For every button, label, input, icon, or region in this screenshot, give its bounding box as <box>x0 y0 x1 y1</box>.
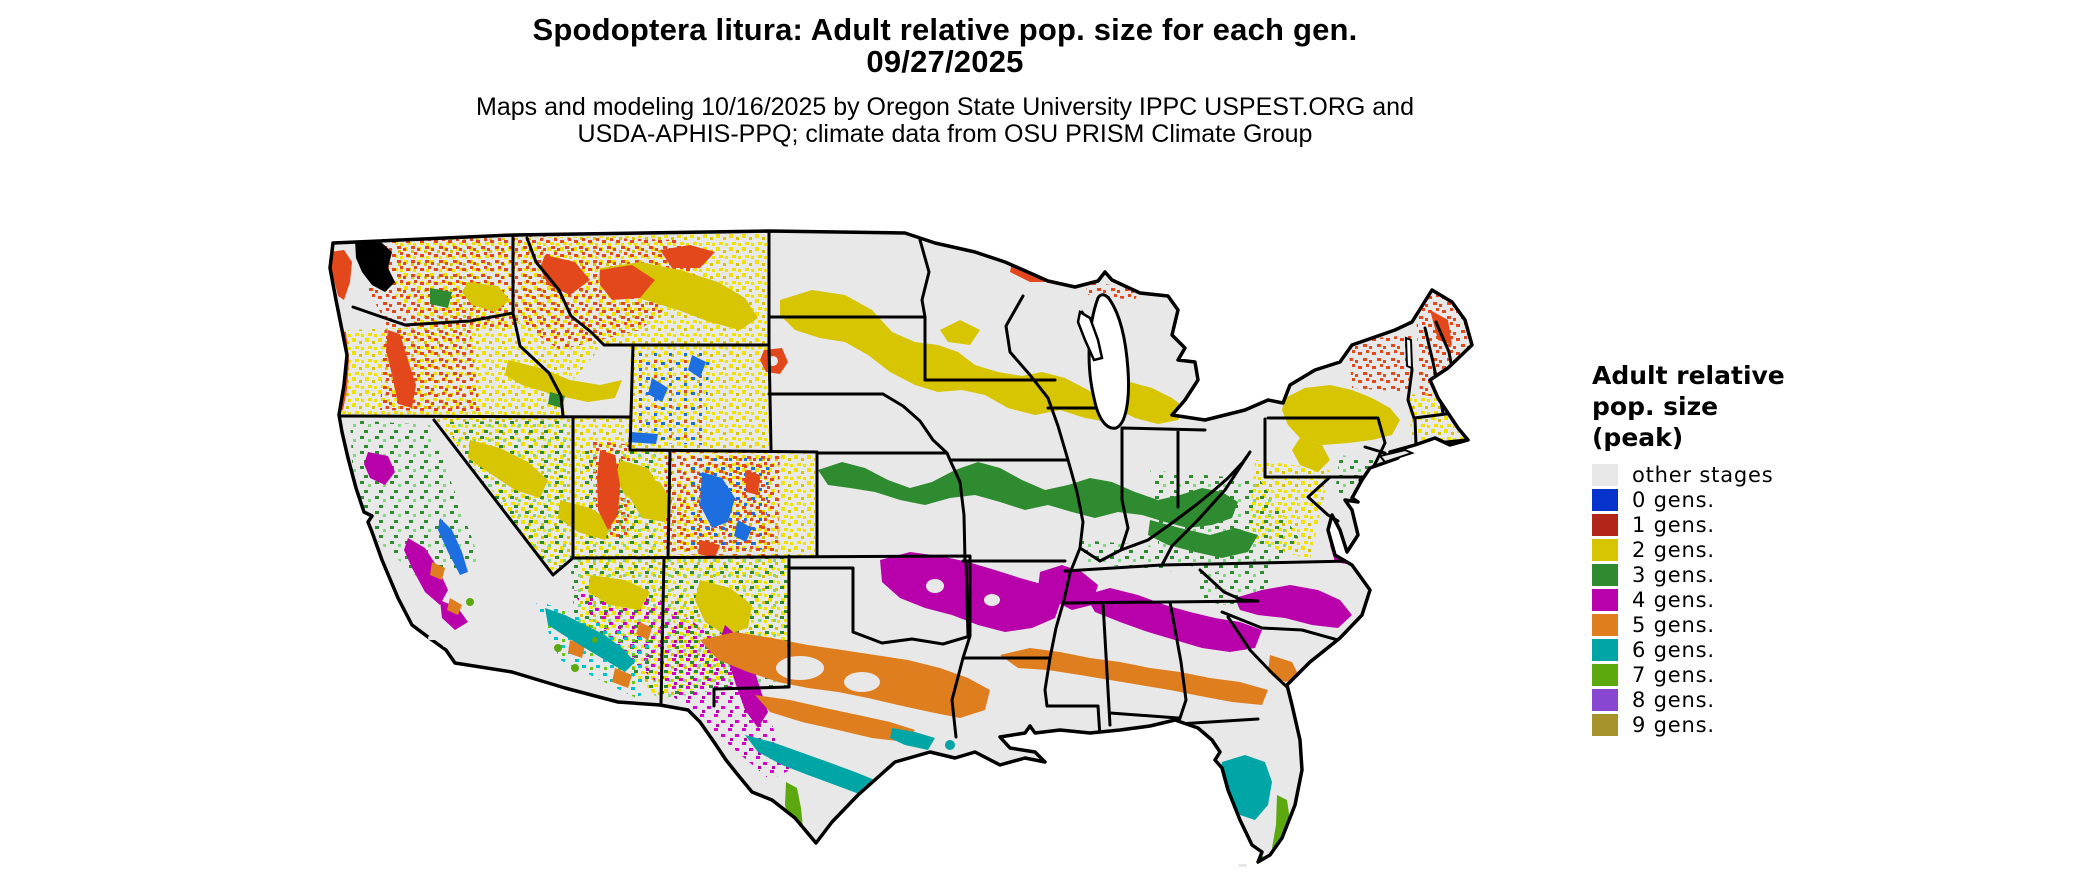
great-lakes <box>1076 293 1414 430</box>
lake-michigan <box>1087 293 1130 430</box>
legend: Adult relative pop. size (peak) other st… <box>1592 360 1822 737</box>
lake-champlain <box>1404 336 1414 370</box>
legend-item: 2 gens. <box>1592 537 1822 562</box>
legend-label: 0 gens. <box>1632 487 1715 512</box>
legend-label: 3 gens. <box>1632 562 1715 587</box>
legend-label: 8 gens. <box>1632 687 1715 712</box>
legend-label: 5 gens. <box>1632 612 1715 637</box>
long-island <box>1378 448 1415 464</box>
puget-sound <box>355 240 395 292</box>
legend-label: 9 gens. <box>1632 712 1715 737</box>
header: Spodoptera litura: Adult relative pop. s… <box>0 14 1890 148</box>
legend-swatch-1-gens <box>1592 513 1618 536</box>
credits-line1: Maps and modeling 10/16/2025 by Oregon S… <box>476 93 1414 121</box>
legend-swatch-6-gens <box>1592 638 1618 661</box>
regions-0gens <box>438 355 752 575</box>
legend-item: other stages <box>1592 462 1822 487</box>
legend-item: 5 gens. <box>1592 612 1822 637</box>
legend-label: 6 gens. <box>1632 637 1715 662</box>
legend-items: other stages 0 gens. 1 gens. 2 gens. 3 g… <box>1592 462 1822 737</box>
legend-swatch-other-stages <box>1592 463 1618 486</box>
legend-label: 7 gens. <box>1632 662 1715 687</box>
legend-item: 7 gens. <box>1592 662 1822 687</box>
legend-item: 1 gens. <box>1592 512 1822 537</box>
legend-swatch-7-gens <box>1592 663 1618 686</box>
legend-label: 4 gens. <box>1632 587 1715 612</box>
map-title: Spodoptera litura: Adult relative pop. s… <box>532 12 1358 47</box>
green-bay <box>1076 310 1104 362</box>
legend-item: 8 gens. <box>1592 687 1822 712</box>
map-date: 09/27/2025 <box>866 44 1024 79</box>
legend-swatch-8-gens <box>1592 688 1618 711</box>
legend-swatch-5-gens <box>1592 613 1618 636</box>
us-outline <box>328 229 1474 864</box>
legend-item: 6 gens. <box>1592 637 1822 662</box>
legend-label: 1 gens. <box>1632 512 1715 537</box>
legend-item: 0 gens. <box>1592 487 1822 512</box>
legend-title: Adult relative pop. size (peak) <box>1592 361 1785 452</box>
islands <box>428 448 1415 867</box>
legend-swatch-9-gens <box>1592 713 1618 736</box>
legend-swatch-0-gens <box>1592 488 1618 511</box>
legend-label: 2 gens. <box>1632 537 1715 562</box>
legend-swatch-2-gens <box>1592 538 1618 561</box>
regions-5gens <box>430 562 1300 742</box>
legend-swatch-4-gens <box>1592 588 1618 611</box>
credits-line2: USDA-APHIS-PPQ; climate data from OSU PR… <box>577 120 1313 148</box>
legend-label: other stages <box>1632 462 1774 487</box>
legend-item: 9 gens. <box>1592 712 1822 737</box>
legend-item: 4 gens. <box>1592 587 1822 612</box>
map-raster <box>330 231 1472 862</box>
legend-swatch-3-gens <box>1592 563 1618 586</box>
legend-item: 3 gens. <box>1592 562 1822 587</box>
